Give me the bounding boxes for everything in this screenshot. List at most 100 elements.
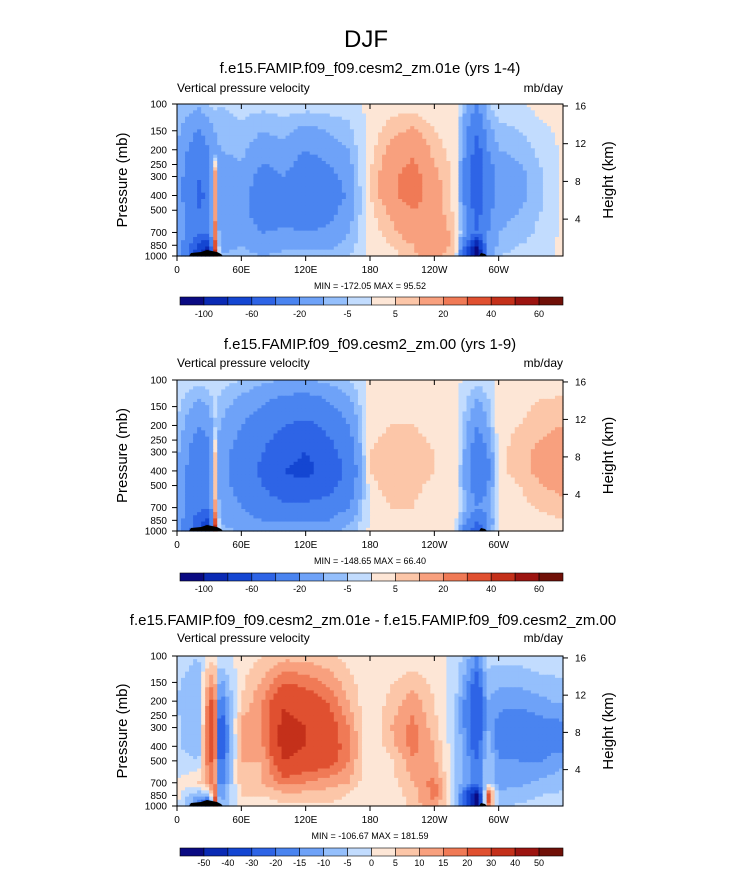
contour-cell (446, 202, 452, 206)
contour-cell (546, 110, 552, 115)
contour-cell (257, 154, 263, 159)
contour-cell (474, 135, 480, 140)
contour-cell (185, 148, 190, 153)
contour-cell (374, 138, 379, 143)
contour-cell (289, 104, 295, 108)
contour-cell (217, 173, 222, 178)
contour-cell (378, 126, 383, 130)
contour-cell (277, 157, 283, 162)
contour-cell (558, 180, 564, 184)
contour-cell (233, 164, 238, 168)
contour-cell (209, 170, 214, 175)
contour-cell (422, 192, 427, 197)
contour-cell (293, 161, 299, 165)
contour-cell (398, 138, 403, 143)
contour-cell (233, 154, 238, 159)
contour-cell (349, 164, 355, 168)
contour-cell (470, 142, 476, 146)
contour-cell (450, 173, 456, 178)
contour-cell (426, 138, 431, 143)
contour-cell (550, 192, 556, 197)
contour-cell (217, 157, 222, 162)
contour-cell (442, 104, 447, 108)
contour-cell (365, 176, 371, 181)
contour-cell (241, 164, 246, 168)
colorbar: -100 -60 -20 -5 5 20 40 60 (179, 296, 564, 319)
contour-cell (209, 183, 214, 187)
contour-cell (237, 180, 242, 184)
contour-cell (378, 205, 383, 210)
contour-cell (534, 164, 540, 168)
contour-cell (329, 107, 335, 111)
contour-cell (530, 107, 536, 111)
contour-cell (498, 173, 504, 178)
contour-cell (378, 138, 383, 143)
contour-cell (434, 110, 439, 115)
contour-cell (177, 161, 182, 165)
contour-cell (394, 195, 399, 200)
contour-cell (518, 173, 524, 178)
contour-cell (181, 167, 186, 172)
contour-cell (293, 186, 299, 191)
contour-cell (450, 186, 456, 191)
contour-cell (357, 151, 363, 156)
contour-cell (325, 116, 331, 121)
contour-cell (462, 167, 468, 172)
contour-cell (546, 189, 552, 194)
contour-cell (482, 104, 488, 108)
contour-cell (422, 151, 427, 156)
contour-cell (374, 186, 379, 191)
contour-cell (341, 151, 347, 156)
contour-cell (410, 167, 415, 172)
contour-cell (498, 151, 504, 156)
contour-cell (225, 145, 230, 149)
contour-cell (217, 192, 222, 197)
contour-cell (386, 180, 391, 184)
contour-cell (281, 199, 287, 203)
contour-cell (494, 138, 500, 143)
contour-cell (502, 126, 508, 130)
contour-cell (462, 195, 468, 200)
contour-cell (542, 107, 548, 111)
contour-cell (177, 142, 182, 146)
contour-cell (482, 176, 488, 181)
contour-cell (201, 192, 206, 197)
contour-cell (237, 132, 242, 137)
contour-cell (333, 138, 339, 143)
contour-cell (530, 123, 536, 127)
contour-cell (398, 104, 403, 108)
contour-cell (526, 119, 532, 124)
contour-cell (394, 113, 399, 118)
contour-cell (438, 167, 443, 172)
contour-cell (498, 113, 504, 118)
contour-cell (193, 186, 198, 191)
contour-cell (241, 113, 246, 118)
contour-cell (534, 151, 540, 156)
contour-cell (257, 138, 263, 143)
contour-cell (542, 180, 548, 184)
contour-cell (382, 119, 387, 124)
contour-cell (510, 199, 516, 203)
contour-cell (341, 157, 347, 162)
contour-cell (289, 205, 295, 210)
contour-cell (205, 167, 210, 172)
contour-cell (317, 148, 323, 153)
contour-cell (502, 116, 508, 121)
contour-cell (430, 173, 435, 178)
contour-cell (442, 164, 447, 168)
contour-cell (546, 107, 552, 111)
contour-cell (434, 107, 439, 111)
contour-cell (293, 167, 299, 172)
contour-cell (370, 199, 375, 203)
contour-cell (253, 126, 259, 130)
contour-cell (478, 202, 484, 206)
contour-cell (442, 123, 447, 127)
contour-cell (197, 157, 202, 162)
contour-cell (345, 123, 351, 127)
contour-cell (325, 107, 331, 111)
contour-cell (253, 189, 259, 194)
contour-cell (558, 135, 564, 140)
contour-cell (406, 180, 411, 184)
contour-cell (293, 205, 299, 210)
contour-cell (213, 176, 218, 181)
